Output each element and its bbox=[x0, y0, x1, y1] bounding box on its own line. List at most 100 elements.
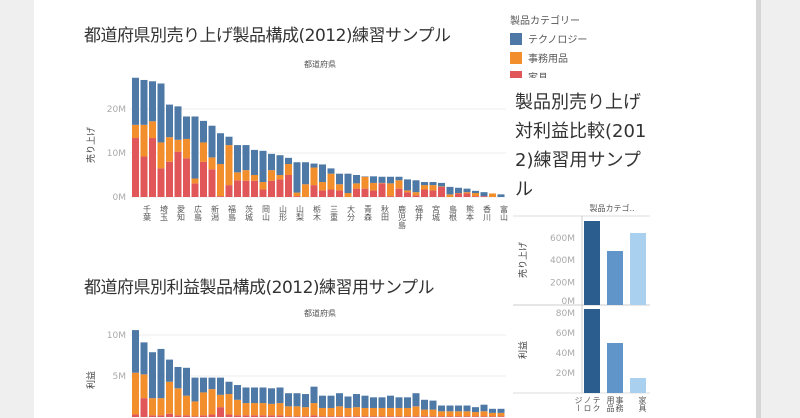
profit-bar-segment bbox=[370, 416, 377, 417]
sales-x-tick: 富山 bbox=[500, 204, 509, 222]
legend-swatch bbox=[510, 32, 522, 45]
profit-bar-segment bbox=[217, 377, 224, 395]
sales-bar-segment bbox=[242, 145, 250, 171]
category-x-tick: 事務用品 bbox=[606, 396, 624, 412]
profit-bar-segment bbox=[336, 406, 343, 417]
sales-bar-segment bbox=[336, 173, 343, 185]
legend-title: 製品カテゴリー bbox=[510, 16, 580, 27]
profit-bar-segment bbox=[395, 397, 403, 408]
profit-bar-segment bbox=[353, 407, 360, 417]
profit-bar-segment bbox=[327, 416, 335, 417]
profit-bar-segment bbox=[251, 415, 258, 417]
profit-bar-segment bbox=[463, 411, 471, 417]
sales-bar-segment bbox=[463, 188, 471, 193]
sales-x-tick: 福島 bbox=[228, 205, 237, 222]
profit-bar-segment bbox=[378, 397, 386, 408]
sales-bar-segment bbox=[174, 151, 182, 197]
profit-bar-segment bbox=[174, 388, 182, 416]
profit-bar-segment bbox=[463, 405, 471, 412]
sales-bar-segment bbox=[166, 161, 173, 197]
sales-bar-segment bbox=[472, 193, 479, 197]
sales-bar-segment bbox=[319, 190, 326, 197]
profit-bar-segment bbox=[302, 394, 309, 408]
profit-bar-segment bbox=[446, 411, 454, 417]
profit-bar-segment bbox=[378, 416, 386, 417]
profit-bar-segment bbox=[217, 407, 224, 417]
sales-bar-segment bbox=[310, 185, 318, 197]
sales-bar-segment bbox=[395, 188, 403, 197]
profit-bar-segment bbox=[132, 372, 139, 415]
profit-bar-segment bbox=[285, 406, 292, 417]
profit-bar-segment bbox=[412, 406, 420, 417]
sales-bar-segment bbox=[251, 175, 258, 181]
profit-bar-segment bbox=[293, 393, 301, 407]
sales-bar-segment bbox=[455, 193, 462, 197]
category-y-axis-label: 利益 bbox=[517, 341, 529, 359]
profit-bar-segment bbox=[140, 398, 148, 417]
sales-bar-segment bbox=[191, 183, 199, 197]
sales-bar-segment bbox=[285, 175, 292, 197]
sales-bar-segment bbox=[489, 193, 496, 197]
category-y-tick: 0M bbox=[562, 297, 576, 307]
category-chart-title: 製品別売り上げ対利益比較(2012)練習用サンプル bbox=[515, 92, 647, 200]
profit-bar-segment bbox=[242, 387, 250, 404]
sales-bar-segment bbox=[310, 163, 318, 168]
profit-bar-segment bbox=[497, 408, 505, 413]
profit-bar-segment bbox=[310, 403, 318, 416]
profit-bar-segment bbox=[489, 412, 496, 417]
sales-bar-segment bbox=[336, 190, 343, 197]
profit-bar-segment bbox=[268, 415, 275, 417]
profit-bar-segment bbox=[149, 398, 156, 416]
sales-bar-segment bbox=[310, 167, 318, 186]
profit-bar-segment bbox=[183, 367, 190, 396]
sales-bar-segment bbox=[242, 180, 250, 197]
legend-item-office[interactable]: 事務用品 bbox=[510, 50, 620, 65]
sales-bar-segment bbox=[404, 192, 411, 197]
profit-bar-segment bbox=[336, 416, 343, 417]
profit-bar-segment bbox=[438, 416, 445, 417]
sales-bar-segment bbox=[327, 173, 335, 190]
profit-bar-segment bbox=[361, 407, 369, 417]
profit-bar-segment bbox=[480, 411, 488, 417]
sales-bar-segment bbox=[217, 133, 224, 164]
sales-bar-segment bbox=[387, 196, 394, 197]
sales-bar-segment bbox=[208, 125, 216, 158]
profit-bar-segment bbox=[361, 395, 369, 408]
sales-bar-segment bbox=[285, 157, 292, 164]
sales-bar-segment bbox=[166, 104, 173, 138]
profit-bar-segment bbox=[208, 414, 216, 417]
sales-bar-segment bbox=[319, 164, 326, 183]
profit-bar-segment bbox=[285, 393, 292, 407]
profit-bar-segment bbox=[132, 330, 139, 373]
legend-item-furniture[interactable]: 家具 bbox=[510, 69, 620, 78]
profit-bar-segment bbox=[404, 407, 411, 417]
profit-bar-segment bbox=[497, 412, 505, 417]
category-y-tick: 20M bbox=[556, 369, 575, 379]
profit-bar-segment bbox=[489, 408, 496, 413]
sales-x-tick: 山梨 bbox=[296, 204, 305, 222]
profit-bar-segment bbox=[183, 415, 190, 417]
sales-bar-segment bbox=[463, 193, 471, 197]
sales-bar-segment bbox=[404, 190, 411, 193]
sales-y-axis-label: 売り上げ bbox=[85, 127, 97, 163]
sales-bar-segment bbox=[157, 83, 165, 143]
sales-bar-segment bbox=[191, 116, 199, 179]
sales-bar-segment bbox=[421, 185, 428, 190]
sales-bar-segment bbox=[327, 168, 335, 174]
sales-bar-segment bbox=[259, 189, 267, 197]
profit-bar-segment bbox=[259, 387, 267, 404]
legend-item-technology[interactable]: テクノロジー bbox=[510, 31, 620, 46]
sales-x-tick: 宮城 bbox=[432, 204, 441, 222]
sales-x-tick: 岡山 bbox=[262, 205, 271, 222]
profit-bar-segment bbox=[183, 395, 190, 416]
sales-bar-segment bbox=[412, 195, 420, 197]
profit-bar-segment bbox=[438, 405, 445, 412]
sales-x-tick: 山形 bbox=[279, 204, 288, 222]
sales-bar-segment bbox=[251, 180, 258, 197]
sales-x-tick: 青森 bbox=[364, 204, 373, 222]
profit-bar-segment bbox=[336, 393, 343, 407]
sales-bar-segment bbox=[370, 190, 377, 197]
sales-bar-segment bbox=[149, 81, 156, 122]
profit-bar-segment bbox=[455, 416, 462, 417]
sales-bar-segment bbox=[302, 162, 309, 185]
